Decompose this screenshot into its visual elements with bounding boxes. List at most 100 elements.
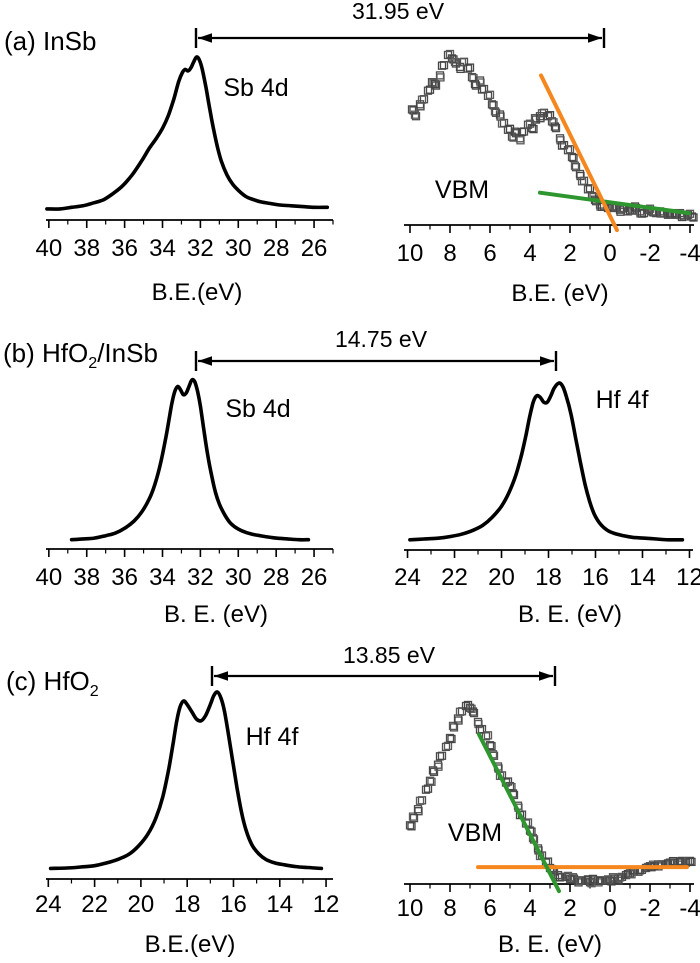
tick-label: 40 — [35, 235, 62, 262]
scatter-point — [477, 85, 487, 94]
tick-label: 6 — [483, 895, 496, 922]
scatter-point — [516, 136, 525, 145]
scatter-point — [434, 762, 443, 771]
tick-label: -2 — [639, 240, 660, 267]
scatter-point — [411, 112, 421, 121]
plot-vbm-insb: 10 8 6 4 2 0 -2 -4 B.E. (eV) VBM — [397, 49, 700, 307]
tick-label: 2 — [563, 895, 576, 922]
scatter-point — [437, 61, 447, 70]
panel-label-b: (b) HfO2/InSb — [3, 338, 158, 371]
scatter-point — [455, 707, 465, 716]
tick-label: 38 — [73, 235, 100, 262]
arrow-label: 14.75 eV — [335, 326, 428, 352]
tick-label: 16 — [582, 564, 609, 591]
tick-label: 24 — [394, 564, 421, 591]
scatter-point — [447, 734, 456, 744]
tick-label: 6 — [483, 240, 496, 267]
tick-label: 12 — [676, 564, 700, 591]
tick-label: 40 — [35, 564, 62, 591]
tick-label: 8 — [443, 895, 456, 922]
scatter-point — [497, 119, 507, 128]
x-axis-label: B.E.(eV) — [145, 931, 236, 958]
scatter-point — [551, 123, 561, 133]
tick-label: 22 — [441, 564, 468, 591]
scatter-point — [689, 213, 698, 222]
scatter-point — [468, 707, 478, 716]
annotation-sb-4d: Sb 4d — [223, 74, 288, 102]
scatter-point — [467, 704, 476, 713]
tick-label: 28 — [263, 235, 290, 262]
tick-label: 18 — [174, 891, 201, 918]
scatter-point — [577, 177, 587, 186]
tick-label: 26 — [301, 235, 328, 262]
panel-b: 14.75 eV 40 38 36 34 32 30 28 26 B. E. (eV) Sb 4d 2… — [35, 326, 700, 628]
annotation-hf-4f: Hf 4f — [596, 386, 649, 414]
tick-label: 14 — [266, 891, 293, 918]
tick-label: 20 — [488, 564, 515, 591]
scatter-series — [405, 700, 696, 888]
plot-hf4f-hfo2: 24 22 20 18 16 14 12 B.E.(eV) Hf 4f — [35, 690, 340, 958]
scatter-point — [423, 86, 433, 95]
tick-label: 0 — [603, 895, 616, 922]
tick-label: 10 — [397, 240, 424, 267]
panel-label-c: (c) HfO2 — [6, 666, 99, 701]
scatter-point — [557, 141, 567, 150]
scatter-point — [407, 822, 416, 831]
scatter-point — [427, 777, 436, 786]
green-fit-line — [477, 732, 561, 894]
arrowhead-left — [198, 33, 212, 43]
spectrum-curve — [408, 381, 685, 542]
scatter-point — [409, 813, 419, 823]
tick-label: 34 — [149, 235, 176, 262]
scatter-point — [555, 873, 565, 882]
annotation-vbm: VBM — [435, 176, 489, 204]
x-axis-label: B. E. (eV) — [518, 601, 622, 628]
tick-label: -4 — [679, 895, 700, 922]
scatter-point — [530, 113, 540, 123]
scatter-point — [567, 152, 577, 162]
scatter-point — [675, 857, 685, 866]
tick-label: 8 — [443, 240, 456, 267]
scatter-point — [421, 785, 431, 794]
tick-label: 34 — [149, 564, 176, 591]
scatter-point — [429, 79, 438, 88]
scatter-point — [485, 90, 495, 99]
plot-sb4d-insb: 40 38 36 34 32 30 28 26 B.E.(eV) Sb 4d — [35, 55, 334, 306]
tick-label: 30 — [225, 564, 252, 591]
scatter-point — [449, 723, 459, 732]
scatter-point — [517, 127, 527, 137]
arrow-label: 31.95 eV — [352, 0, 445, 24]
tick-label: 12 — [313, 891, 340, 918]
scatter-point — [445, 733, 455, 743]
scatter-point — [483, 91, 493, 100]
panel-label-c-sub: 2 — [89, 682, 99, 701]
scatter-point — [585, 184, 595, 193]
orange-fit-line — [539, 73, 619, 233]
arrowhead-left — [198, 356, 212, 366]
tick-label: 32 — [187, 235, 214, 262]
scatter-point — [565, 145, 575, 154]
tick-label: 18 — [535, 564, 562, 591]
arrowhead-left — [214, 671, 228, 681]
tick-label: 36 — [111, 235, 138, 262]
tick-label: 36 — [111, 564, 138, 591]
tick-label: 14 — [629, 564, 656, 591]
tick-label: -4 — [679, 240, 700, 267]
tick-label: 22 — [81, 891, 108, 918]
scatter-point — [469, 708, 479, 718]
scatter-point — [415, 796, 425, 805]
x-axis-label: B.E.(eV) — [152, 279, 243, 306]
scatter-point — [570, 161, 580, 170]
scatter-point — [417, 95, 427, 104]
scatter-point — [454, 716, 463, 725]
annotation-sb-4d: Sb 4d — [225, 395, 290, 423]
panel-label-b-post: /InSb — [97, 338, 158, 368]
annotation-hf-4f: Hf 4f — [246, 723, 299, 751]
panel-label-a: (a) InSb — [4, 26, 97, 57]
arrowhead-right — [539, 671, 553, 681]
scatter-point — [408, 812, 418, 821]
spectrum-curve — [48, 690, 324, 871]
